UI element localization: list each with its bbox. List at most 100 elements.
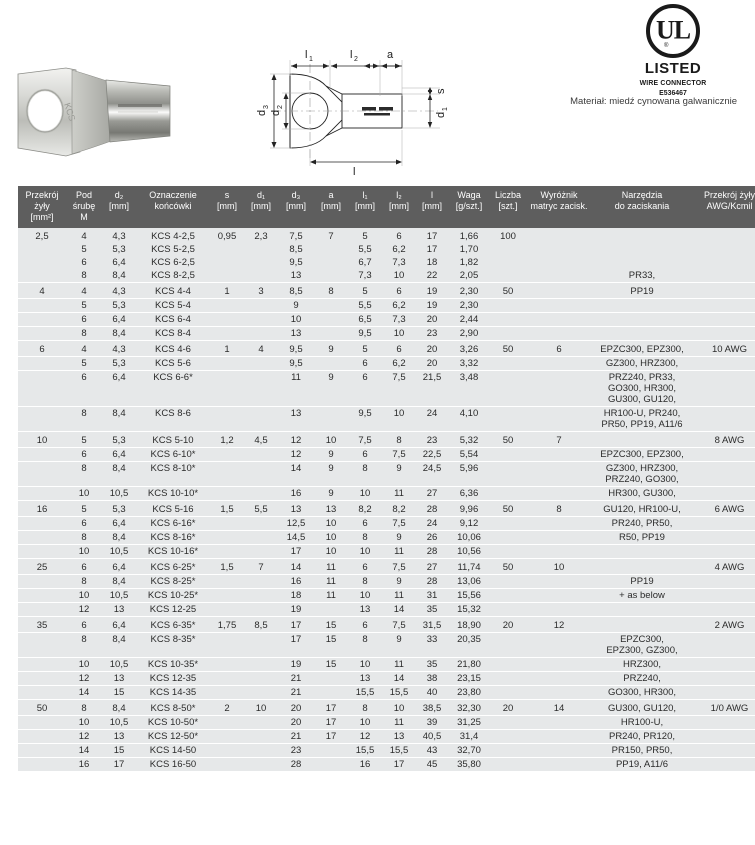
cell-l2: 7,5 xyxy=(382,516,416,531)
svg-text:2: 2 xyxy=(354,56,358,63)
column-header-11: Waga [g/szt.] xyxy=(448,186,490,228)
cell-qty xyxy=(490,312,526,327)
cell-d1: 2,3 xyxy=(244,228,278,243)
cell-d2: 17 xyxy=(102,757,136,771)
cell-name: KCS 6-2,5 xyxy=(136,256,210,269)
cell-d3: 8,5 xyxy=(278,243,314,256)
cell-l: 24 xyxy=(416,516,448,531)
cell-awg xyxy=(692,574,755,589)
cell-tools: PR33, xyxy=(592,269,692,283)
table-row: 8 8,4 KCS 8-4 13 9,5 10 23 2,90 xyxy=(18,326,755,341)
table-row: 50 8 8,4 KCS 8-50* 2 10 20 17 8 10 38,5 32,30 20 14 GU… xyxy=(18,699,755,716)
cell-l: 26 xyxy=(416,530,448,545)
cell-l2: 11 xyxy=(382,657,416,672)
cell-d1: 7 xyxy=(244,558,278,575)
cell-l2: 10 xyxy=(382,699,416,716)
cell-l1: 10 xyxy=(348,486,382,501)
cell-a: 13 xyxy=(314,500,348,517)
cell-die: 10 xyxy=(526,558,592,575)
table-group-2,5: 2,5 4 4,3 KCS 4-2,5 0,95 2,3 7,5 7 5 6 17 1,66 100 5 5… xyxy=(18,228,755,283)
cell-l1: 6 xyxy=(348,616,382,633)
cell-l1: 15,5 xyxy=(348,743,382,758)
cell-screw: 6 xyxy=(66,256,102,269)
cell-l1: 13 xyxy=(348,671,382,686)
cell-a xyxy=(314,298,348,313)
cell-die xyxy=(526,269,592,283)
cell-section xyxy=(18,256,66,269)
cell-l1: 10 xyxy=(348,657,382,672)
cell-weight: 15,32 xyxy=(448,602,490,617)
cell-weight: 5,96 xyxy=(448,461,490,487)
cell-qty xyxy=(490,632,526,658)
cell-screw: 4 xyxy=(66,340,102,357)
cell-d1 xyxy=(244,715,278,730)
table-row: 16 5 5,3 KCS 5-16 1,5 5,5 13 13 8,2 8,2 28 9,96 50 8 G… xyxy=(18,500,755,517)
cell-section xyxy=(18,530,66,545)
cell-l1: 9,5 xyxy=(348,406,382,432)
cell-tools xyxy=(592,616,692,633)
cell-screw: 6 xyxy=(66,616,102,633)
registered-symbol: ® xyxy=(664,43,669,49)
cell-awg xyxy=(692,256,755,269)
cell-d1 xyxy=(244,269,278,283)
cell-l: 35 xyxy=(416,602,448,617)
cell-die xyxy=(526,632,592,658)
cell-die xyxy=(526,685,592,700)
cell-s xyxy=(210,243,244,256)
cell-name: KCS 6-16* xyxy=(136,516,210,531)
cell-name: KCS 14-35 xyxy=(136,685,210,700)
cell-tools: HR300, GU300, xyxy=(592,486,692,501)
table-row: 14 15 KCS 14-35 21 15,5 15,5 40 23,80 GO300, HR3… xyxy=(18,685,755,700)
cell-l1: 5,5 xyxy=(348,298,382,313)
cell-s: 1,5 xyxy=(210,500,244,517)
cell-qty xyxy=(490,256,526,269)
cell-a: 15 xyxy=(314,632,348,658)
cell-screw: 16 xyxy=(66,757,102,771)
cell-d1 xyxy=(244,685,278,700)
cell-awg xyxy=(692,486,755,501)
cell-die xyxy=(526,461,592,487)
cell-screw: 8 xyxy=(66,632,102,658)
cell-l: 28 xyxy=(416,500,448,517)
cell-l: 27 xyxy=(416,486,448,501)
cell-l2: 6,2 xyxy=(382,243,416,256)
cell-d2: 8,4 xyxy=(102,699,136,716)
cell-l1: 6,5 xyxy=(348,312,382,327)
cell-tools: EPZC300, EPZ300, GZ300, xyxy=(592,632,692,658)
cell-l2: 6 xyxy=(382,228,416,243)
cell-awg xyxy=(692,516,755,531)
cell-d1: 4 xyxy=(244,340,278,357)
cell-die: 14 xyxy=(526,699,592,716)
cell-l2: 14 xyxy=(382,602,416,617)
cell-d3: 14 xyxy=(278,461,314,487)
cell-l2: 15,5 xyxy=(382,743,416,758)
cell-l2: 7,3 xyxy=(382,256,416,269)
column-header-10: l [mm] xyxy=(416,186,448,228)
cell-l1: 8 xyxy=(348,530,382,545)
cell-d3: 21 xyxy=(278,685,314,700)
cell-l2: 9 xyxy=(382,530,416,545)
cell-weight: 32,70 xyxy=(448,743,490,758)
column-header-9: l₂ [mm] xyxy=(382,186,416,228)
cell-awg xyxy=(692,312,755,327)
cell-qty: 50 xyxy=(490,431,526,448)
cell-d1 xyxy=(244,757,278,771)
svg-text:3: 3 xyxy=(263,105,270,109)
cell-tools xyxy=(592,558,692,575)
cell-weight: 9,12 xyxy=(448,516,490,531)
cell-weight: 3,32 xyxy=(448,356,490,371)
cell-l: 20 xyxy=(416,356,448,371)
cell-weight: 23,80 xyxy=(448,685,490,700)
cell-die: 12 xyxy=(526,616,592,633)
cell-d1: 5,5 xyxy=(244,500,278,517)
cell-d3: 9,5 xyxy=(278,340,314,357)
cell-qty xyxy=(490,602,526,617)
cell-l1: 12 xyxy=(348,729,382,744)
cell-awg xyxy=(692,671,755,686)
cell-name: KCS 16-50 xyxy=(136,757,210,771)
cell-d1: 4,5 xyxy=(244,431,278,448)
cell-tools: PP19 xyxy=(592,574,692,589)
cell-screw: 5 xyxy=(66,298,102,313)
cell-weight: 3,48 xyxy=(448,370,490,407)
cell-l: 28 xyxy=(416,544,448,559)
